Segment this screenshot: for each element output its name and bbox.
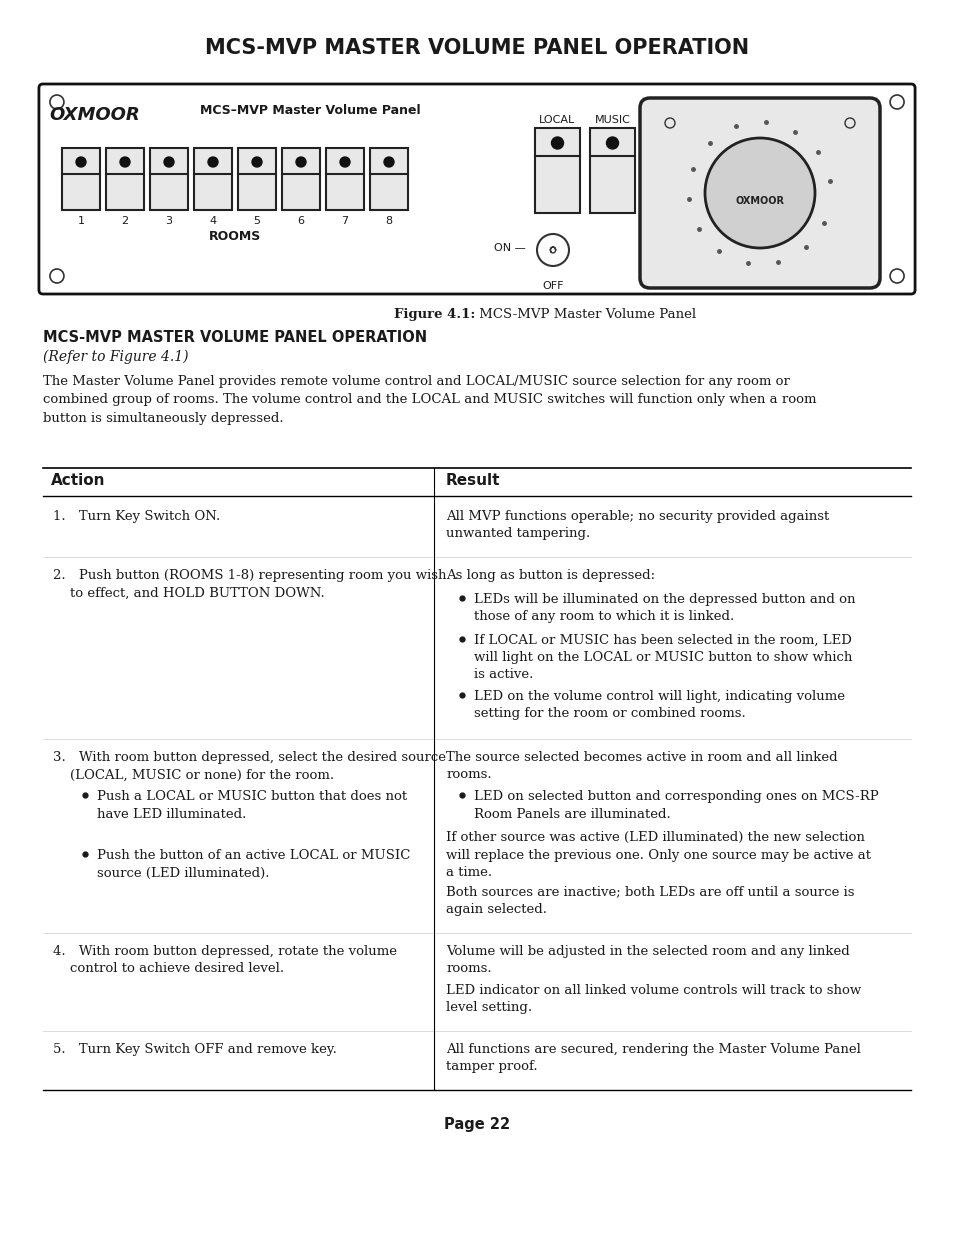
Text: 5. Turn Key Switch OFF and remove key.: 5. Turn Key Switch OFF and remove key.: [52, 1042, 336, 1056]
Bar: [193, 148, 232, 210]
Text: MCS-MVP Master Volume Panel: MCS-MVP Master Volume Panel: [475, 308, 696, 321]
Text: ROOMS: ROOMS: [209, 230, 261, 243]
Circle shape: [120, 157, 130, 167]
Text: 1. Turn Key Switch ON.: 1. Turn Key Switch ON.: [52, 510, 220, 522]
Bar: [282, 148, 319, 210]
Text: If other source was active (LED illuminated) the new selection
will replace the : If other source was active (LED illumina…: [446, 831, 870, 879]
Text: OXMOOR: OXMOOR: [735, 196, 783, 206]
Text: 5: 5: [253, 216, 260, 226]
Text: 3. With room button depressed, select the desired source
    (LOCAL, MUSIC or no: 3. With room button depressed, select th…: [52, 751, 445, 782]
Text: 7: 7: [341, 216, 348, 226]
Circle shape: [252, 157, 262, 167]
Circle shape: [76, 157, 86, 167]
Circle shape: [295, 157, 306, 167]
Text: If LOCAL or MUSIC has been selected in the room, LED
will light on the LOCAL or : If LOCAL or MUSIC has been selected in t…: [474, 634, 852, 682]
Text: 2. Push button (ROOMS 1-8) representing room you wish
    to effect, and HOLD BU: 2. Push button (ROOMS 1-8) representing …: [52, 569, 446, 599]
Circle shape: [208, 157, 218, 167]
Text: Push the button of an active LOCAL or MUSIC
source (LED illuminated).: Push the button of an active LOCAL or MU…: [97, 848, 410, 879]
Bar: [326, 148, 364, 210]
Bar: [106, 148, 144, 210]
Bar: [370, 148, 408, 210]
Text: LED indicator on all linked volume controls will track to show
level setting.: LED indicator on all linked volume contr…: [446, 983, 861, 1014]
Circle shape: [384, 157, 394, 167]
Circle shape: [704, 138, 814, 248]
Text: 4: 4: [210, 216, 216, 226]
Text: OFF: OFF: [541, 282, 563, 291]
Text: MCS-MVP MASTER VOLUME PANEL OPERATION: MCS-MVP MASTER VOLUME PANEL OPERATION: [205, 38, 748, 58]
Text: Action: Action: [51, 473, 106, 488]
Text: 8: 8: [385, 216, 392, 226]
FancyBboxPatch shape: [639, 98, 879, 288]
Text: LEDs will be illuminated on the depressed button and on
those of any room to whi: LEDs will be illuminated on the depresse…: [474, 593, 855, 622]
Text: Page 22: Page 22: [443, 1118, 510, 1132]
Text: Volume will be adjusted in the selected room and any linked
rooms.: Volume will be adjusted in the selected …: [446, 945, 849, 974]
Bar: [589, 128, 635, 212]
Text: All MVP functions operable; no security provided against
unwanted tampering.: All MVP functions operable; no security …: [446, 510, 828, 541]
Text: All functions are secured, rendering the Master Volume Panel
tamper proof.: All functions are secured, rendering the…: [446, 1042, 860, 1073]
Text: LED on the volume control will light, indicating volume
setting for the room or : LED on the volume control will light, in…: [474, 690, 844, 720]
Text: LOCAL: LOCAL: [538, 115, 575, 125]
Text: The Master Volume Panel provides remote volume control and LOCAL/MUSIC source se: The Master Volume Panel provides remote …: [43, 375, 816, 425]
Text: Result: Result: [446, 473, 500, 488]
Text: LED on selected button and corresponding ones on MCS-RP
Room Panels are illumina: LED on selected button and corresponding…: [474, 790, 878, 820]
Text: 2: 2: [121, 216, 129, 226]
Text: Figure 4.1:: Figure 4.1:: [394, 308, 475, 321]
FancyBboxPatch shape: [39, 84, 914, 294]
Circle shape: [164, 157, 173, 167]
Text: ON —: ON —: [494, 243, 525, 253]
Bar: [150, 148, 188, 210]
Circle shape: [339, 157, 350, 167]
Circle shape: [551, 137, 563, 149]
Text: The source selected becomes active in room and all linked
rooms.: The source selected becomes active in ro…: [446, 751, 837, 782]
Text: (Refer to Figure 4.1): (Refer to Figure 4.1): [43, 350, 189, 364]
Text: OXMOOR: OXMOOR: [50, 106, 140, 124]
Text: 1: 1: [77, 216, 85, 226]
Circle shape: [606, 137, 618, 149]
Text: 6: 6: [297, 216, 304, 226]
Bar: [535, 128, 579, 212]
Text: MCS–MVP Master Volume Panel: MCS–MVP Master Volume Panel: [200, 104, 420, 117]
Text: Both sources are inactive; both LEDs are off until a source is
again selected.: Both sources are inactive; both LEDs are…: [446, 885, 854, 916]
Bar: [237, 148, 275, 210]
Text: MUSIC: MUSIC: [594, 115, 630, 125]
Text: As long as button is depressed:: As long as button is depressed:: [446, 569, 655, 582]
Text: 4. With room button depressed, rotate the volume
    control to achieve desired : 4. With room button depressed, rotate th…: [52, 945, 396, 974]
Text: Push a LOCAL or MUSIC button that does not
have LED illuminated.: Push a LOCAL or MUSIC button that does n…: [97, 790, 407, 820]
Bar: [62, 148, 100, 210]
Text: MCS-MVP MASTER VOLUME PANEL OPERATION: MCS-MVP MASTER VOLUME PANEL OPERATION: [43, 330, 427, 345]
Text: 3: 3: [165, 216, 172, 226]
